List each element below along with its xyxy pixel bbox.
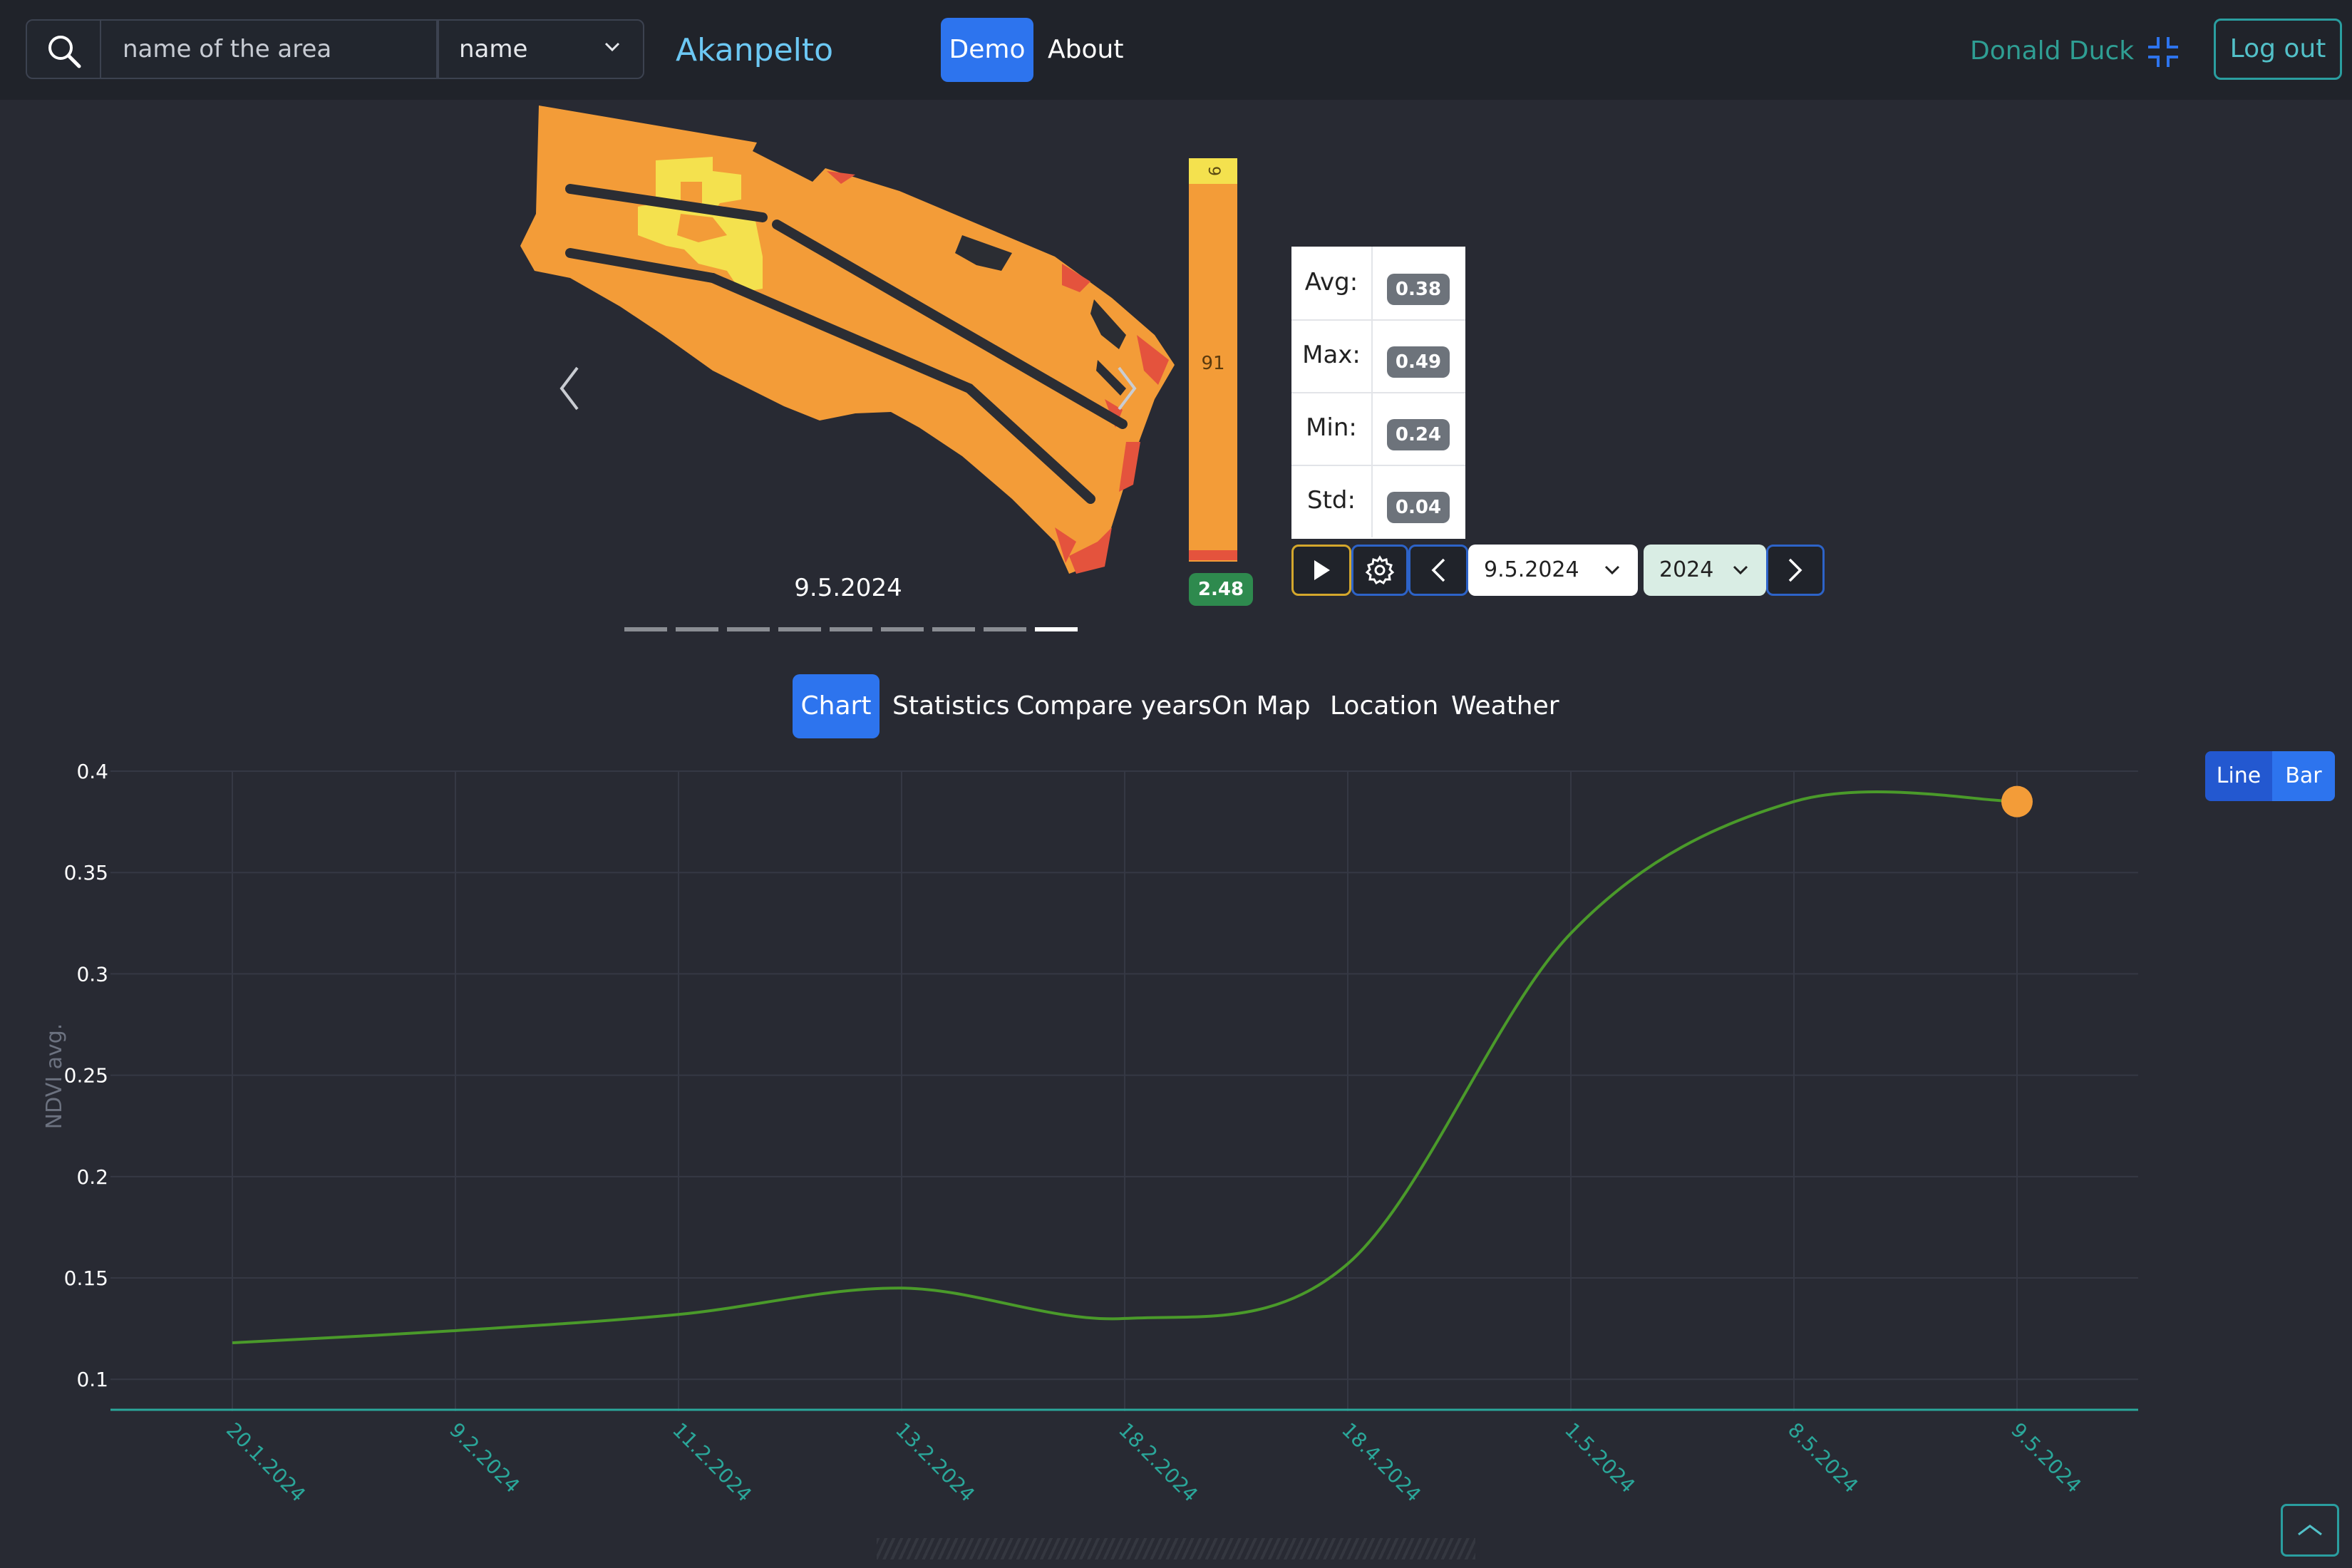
x-tick-label: 20.1.2024 <box>222 1418 310 1507</box>
carousel-indicator[interactable] <box>778 627 821 631</box>
scroll-to-top-button[interactable] <box>2281 1504 2339 1557</box>
date-select-value: 9.5.2024 <box>1484 557 1579 582</box>
stats-value-badge: 0.38 <box>1387 274 1450 305</box>
next-date-button[interactable] <box>1766 545 1825 596</box>
tab-weather[interactable]: Weather <box>1451 691 1559 721</box>
year-select-value: 2024 <box>1659 557 1714 582</box>
field-shape <box>520 105 1175 574</box>
series-line <box>232 790 2018 1345</box>
prev-date-button[interactable] <box>1408 545 1468 596</box>
play-icon <box>1314 560 1330 580</box>
y-tick-label: 0.4 <box>76 760 108 783</box>
nav-about-link[interactable]: About <box>1048 35 1124 64</box>
y-tick-label: 0.35 <box>64 861 108 884</box>
color-scale-mid-label: 91 <box>1201 353 1225 374</box>
search-input[interactable] <box>100 19 438 79</box>
chevron-up-icon <box>2298 1525 2322 1536</box>
carousel-indicator[interactable] <box>932 627 975 631</box>
nav-demo-link[interactable]: Demo <box>941 18 1033 82</box>
carousel-indicator[interactable] <box>624 627 667 631</box>
color-scale-low-segment <box>1189 550 1237 560</box>
search-mode-value: name <box>459 35 528 63</box>
x-tick-label: 9.2.2024 <box>445 1418 525 1498</box>
y-tick-label: 0.25 <box>64 1064 108 1088</box>
x-tick-labels: 20.1.2024 9.2.2024 11.2.2024 13.2.2024 18.2.… <box>222 1418 2086 1507</box>
carousel-date-caption: 9.5.2024 <box>794 574 902 602</box>
carousel-prev-button[interactable] <box>556 363 584 413</box>
date-select[interactable]: 9.5.2024 <box>1468 545 1638 596</box>
stats-label: Max: <box>1291 319 1373 392</box>
chevron-down-icon <box>604 42 620 52</box>
tab-compare-years[interactable]: Compare years <box>1016 691 1212 721</box>
highlight-point[interactable] <box>2001 785 2033 817</box>
user-name[interactable]: Donald Duck <box>1970 36 2135 66</box>
exit-fullscreen-icon[interactable] <box>2145 34 2181 70</box>
logout-button[interactable]: Log out <box>2214 19 2342 80</box>
x-tick-label: 18.2.2024 <box>1114 1418 1202 1507</box>
chevron-right-icon <box>1788 558 1802 582</box>
stats-row-avg: Avg: 0.38 <box>1291 247 1465 321</box>
ndvi-line-chart: 0.1 0.15 0.2 0.25 0.3 0.35 0.4 20.1.2024 9.2.20… <box>42 760 2138 1507</box>
stats-label: Avg: <box>1291 247 1373 319</box>
carousel-indicator-active[interactable] <box>1035 627 1078 631</box>
color-scale-badge: 2.48 <box>1189 573 1253 606</box>
x-tick-label: 11.2.2024 <box>668 1418 756 1507</box>
carousel-indicator[interactable] <box>830 627 872 631</box>
stats-label: Std: <box>1291 465 1373 537</box>
carousel-indicator[interactable] <box>984 627 1026 631</box>
stats-label: Min: <box>1291 392 1373 465</box>
gear-icon <box>1365 555 1395 585</box>
tab-statistics[interactable]: Statistics <box>892 691 1010 721</box>
search-icon <box>48 36 81 68</box>
x-tick-label: 18.4.2024 <box>1337 1418 1425 1507</box>
x-tick-label: 13.2.2024 <box>891 1418 979 1507</box>
x-tick-label: 1.5.2024 <box>1560 1418 1640 1498</box>
settings-button[interactable] <box>1351 545 1408 596</box>
color-scale-top-label: 9 <box>1189 158 1237 184</box>
year-select[interactable]: 2024 <box>1644 545 1766 596</box>
stats-row-max: Max: 0.49 <box>1291 319 1465 393</box>
chart-type-line-button[interactable]: Line <box>2205 751 2272 801</box>
y-tick-label: 0.2 <box>76 1165 108 1189</box>
carousel-indicator[interactable] <box>881 627 924 631</box>
y-tick-label: 0.15 <box>64 1267 108 1290</box>
y-axis-label: NDVI avg. <box>42 1023 67 1130</box>
color-scale-bar <box>1189 158 1237 562</box>
field-ndvi-map <box>520 105 1175 574</box>
tab-on-map[interactable]: On Map <box>1212 691 1311 721</box>
stats-value-badge: 0.24 <box>1387 419 1450 450</box>
carousel-indicator[interactable] <box>727 627 770 631</box>
carousel-indicator[interactable] <box>676 627 718 631</box>
chart-type-bar-button[interactable]: Bar <box>2272 751 2335 801</box>
y-tick-labels: 0.1 0.15 0.2 0.25 0.3 0.35 0.4 <box>64 760 108 1391</box>
chevron-down-icon <box>1604 565 1620 575</box>
tab-chart[interactable]: Chart <box>793 674 880 738</box>
search-mode-select[interactable]: name <box>438 19 644 79</box>
stats-row-std: Std: 0.04 <box>1291 465 1465 537</box>
app-title-link[interactable]: Akanpelto <box>676 32 834 68</box>
y-tick-label: 0.1 <box>76 1368 108 1391</box>
y-tick-label: 0.3 <box>76 962 108 986</box>
carousel-next-button[interactable] <box>1112 363 1140 413</box>
search-button[interactable] <box>26 19 101 79</box>
play-button[interactable] <box>1291 545 1351 596</box>
stats-value-badge: 0.49 <box>1387 346 1450 378</box>
chevron-down-icon <box>1733 565 1748 575</box>
chevron-left-icon <box>1431 558 1445 582</box>
footer-decoration <box>877 1538 1475 1559</box>
stats-table: Avg: 0.38 Max: 0.49 Min: 0.24 Std: 0.04 <box>1291 247 1465 539</box>
tab-location[interactable]: Location <box>1330 691 1439 721</box>
stats-row-min: Min: 0.24 <box>1291 392 1465 466</box>
stats-value-badge: 0.04 <box>1387 492 1450 523</box>
chart-grid <box>110 770 2138 1411</box>
x-tick-label: 9.5.2024 <box>2006 1418 2086 1498</box>
x-tick-label: 8.5.2024 <box>1783 1418 1863 1498</box>
